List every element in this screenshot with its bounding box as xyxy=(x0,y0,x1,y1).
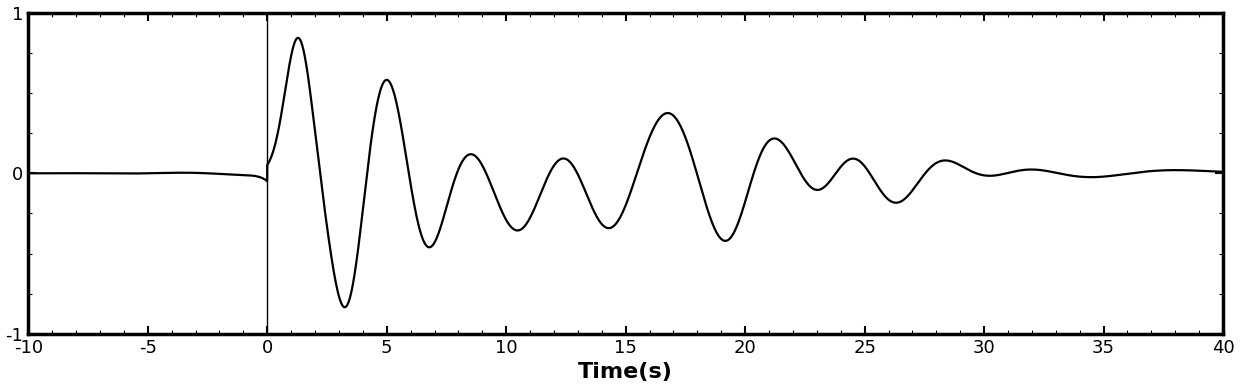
X-axis label: Time(s): Time(s) xyxy=(578,362,673,383)
